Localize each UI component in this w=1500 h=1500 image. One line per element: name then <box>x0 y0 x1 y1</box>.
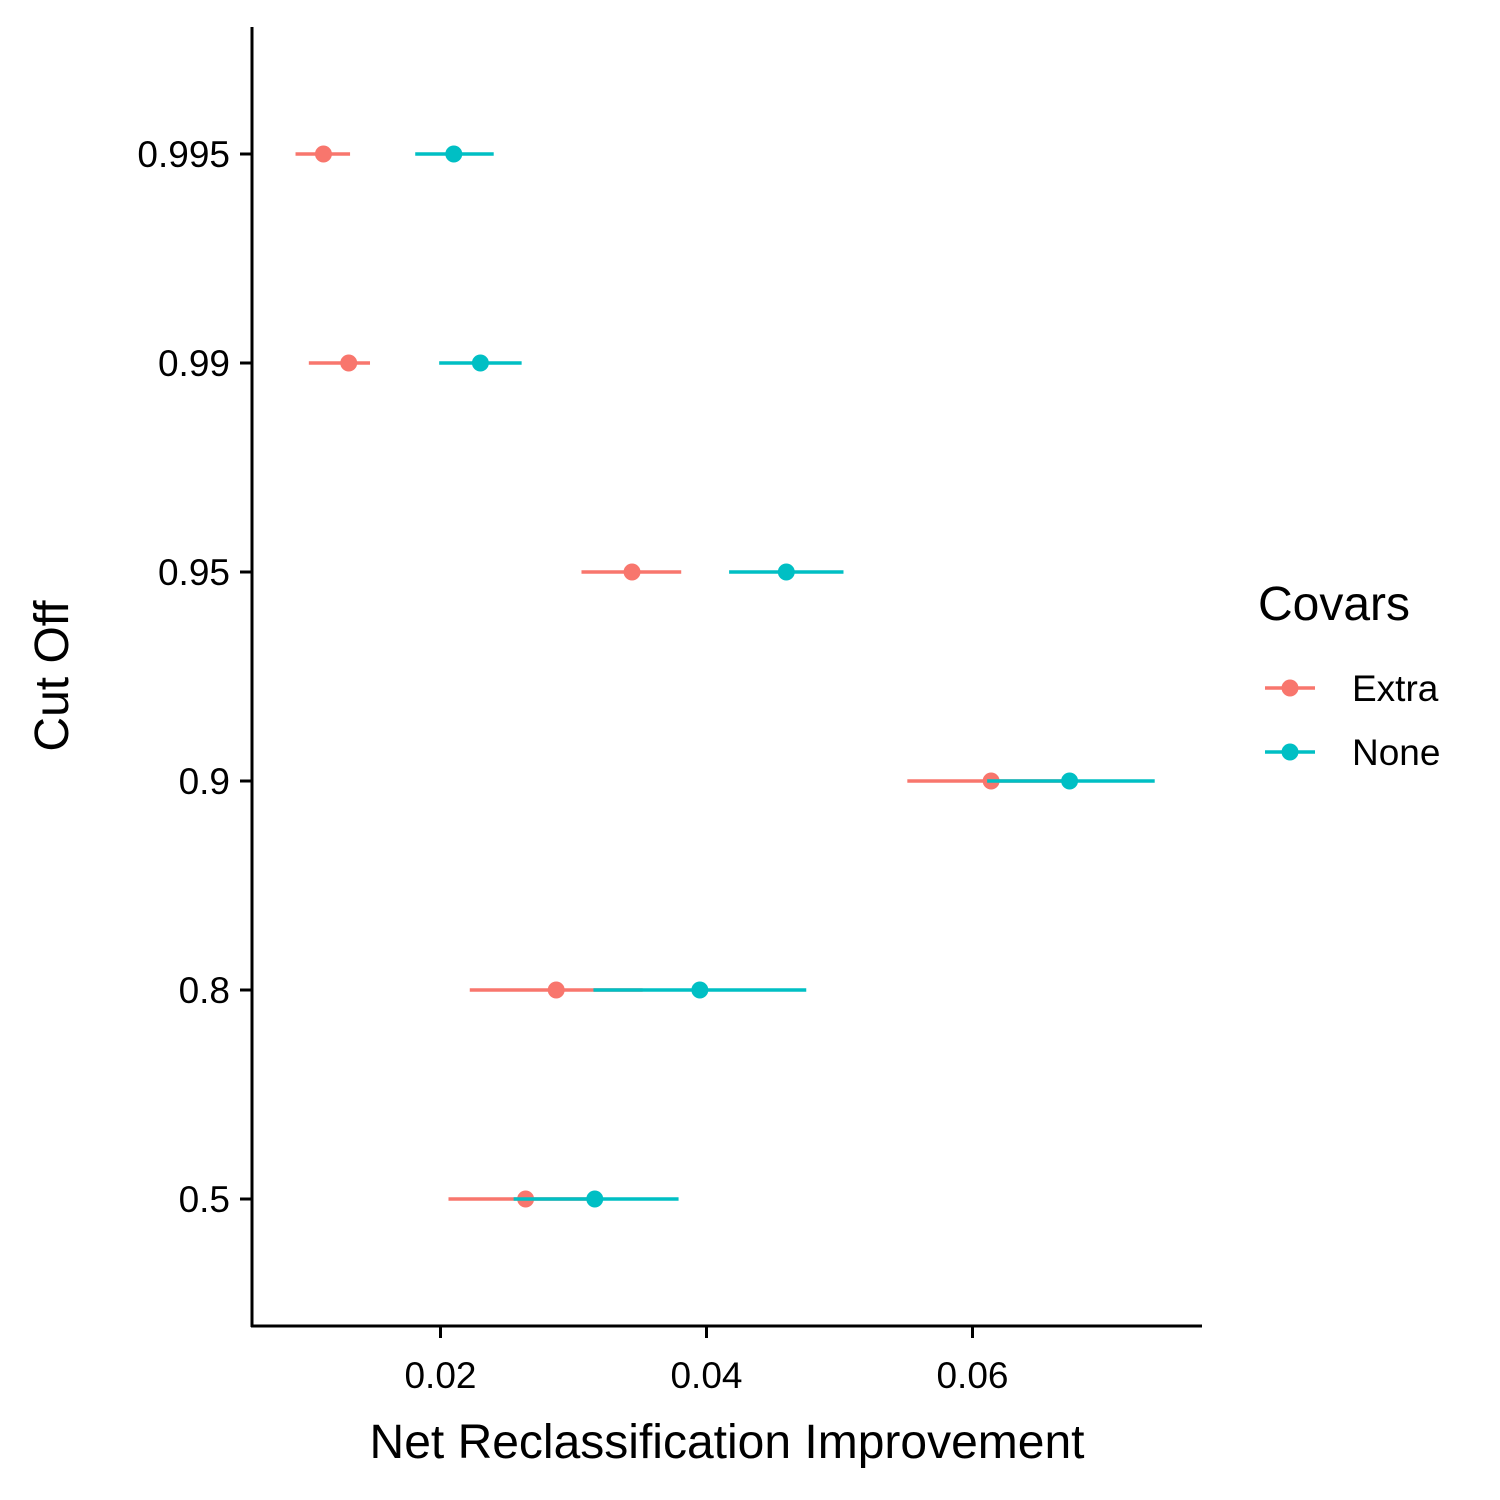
y-axis-title: Cut Off <box>26 600 79 752</box>
x-tick-label: 0.04 <box>670 1355 742 1396</box>
data-point <box>340 354 358 372</box>
plot-area <box>295 145 1155 1208</box>
x-tick-label: 0.06 <box>936 1355 1008 1396</box>
data-point <box>691 981 709 999</box>
legend-swatch-point <box>1281 743 1299 761</box>
data-point <box>586 1190 604 1208</box>
legend-label: None <box>1352 732 1440 773</box>
x-tick-label: 0.02 <box>404 1355 476 1396</box>
data-point <box>777 563 795 581</box>
data-point <box>1061 772 1079 790</box>
legend-items: Extra None <box>1265 668 1440 773</box>
legend-item-extra: Extra <box>1265 668 1439 709</box>
y-tick-label: 0.995 <box>137 134 230 175</box>
legend-item-none: None <box>1265 732 1440 773</box>
data-point <box>471 354 489 372</box>
x-axis-title: Net Reclassification Improvement <box>370 1416 1085 1469</box>
legend-swatch-point <box>1281 679 1299 697</box>
x-ticks: 0.02 0.04 0.06 <box>404 1326 1009 1396</box>
data-point <box>314 145 332 163</box>
data-point <box>445 145 463 163</box>
legend-title: Covars <box>1258 578 1410 631</box>
data-point <box>623 563 641 581</box>
legend-label: Extra <box>1352 668 1439 709</box>
y-tick-label: 0.9 <box>179 761 230 802</box>
y-tick-label: 0.99 <box>158 343 230 384</box>
series-none <box>415 145 1155 1208</box>
y-tick-label: 0.8 <box>179 970 230 1011</box>
y-tick-label: 0.5 <box>179 1179 230 1220</box>
data-point <box>547 981 565 999</box>
y-ticks: 0.5 0.8 0.9 0.95 0.99 0.995 <box>137 134 252 1220</box>
legend: Covars Extra None <box>1258 578 1440 773</box>
series-extra <box>295 145 1075 1208</box>
y-tick-label: 0.95 <box>158 552 230 593</box>
